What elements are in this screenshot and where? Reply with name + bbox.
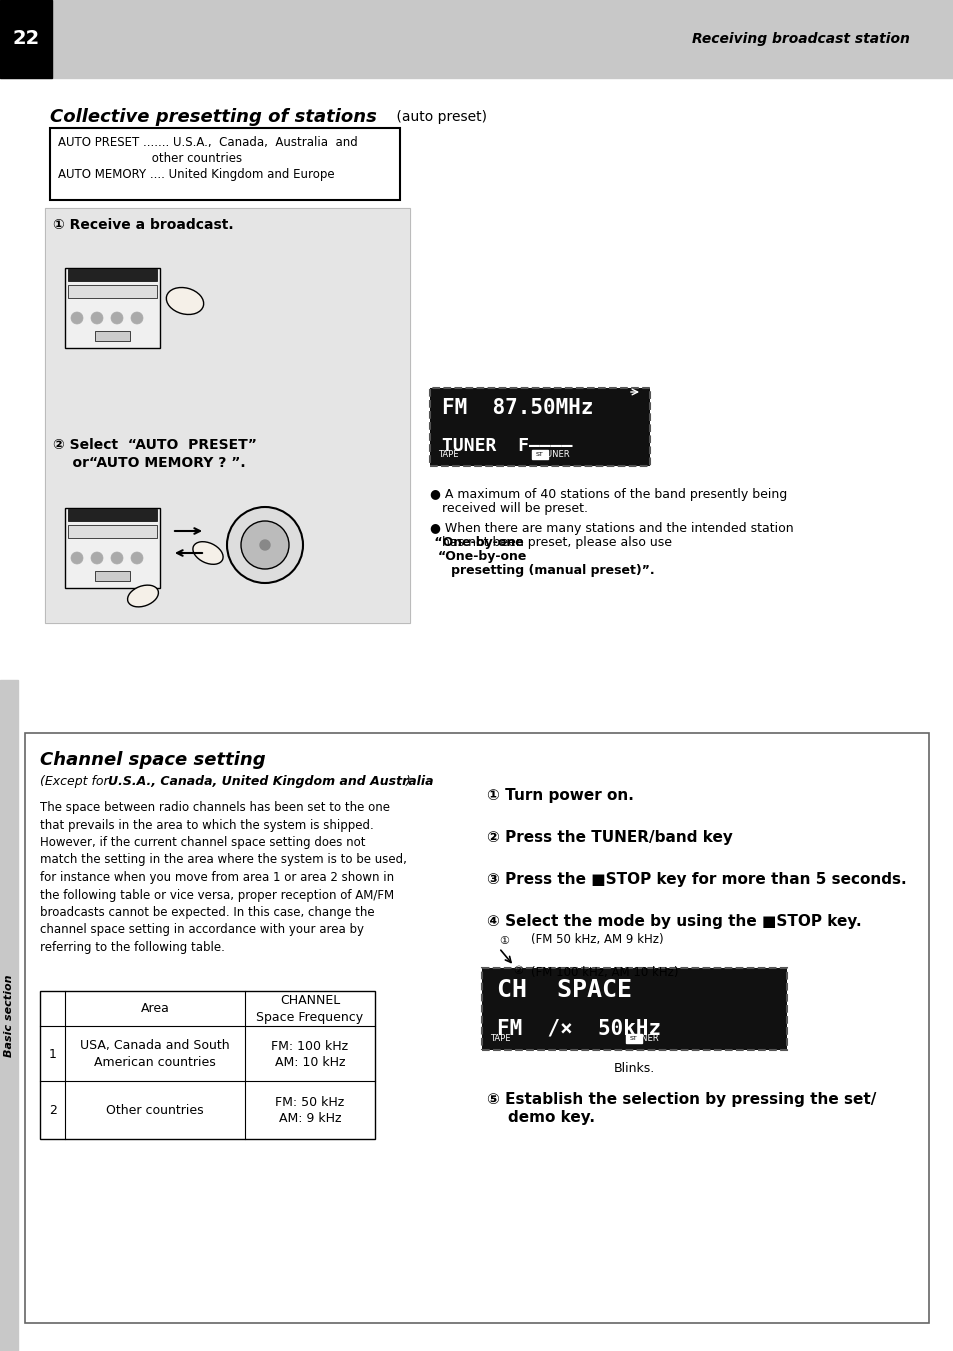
Text: ): ) <box>406 775 411 788</box>
Bar <box>0 0 52 78</box>
Bar <box>95 331 130 340</box>
Text: TAPE: TAPE <box>490 1034 510 1043</box>
Text: The space between radio channels has been set to the one
that prevails in the ar: The space between radio channels has bee… <box>40 801 406 954</box>
Text: Basic section: Basic section <box>4 975 14 1058</box>
Text: (FM 50 kHz, AM 9 kHz): (FM 50 kHz, AM 9 kHz) <box>531 934 663 946</box>
Circle shape <box>71 553 83 563</box>
Text: FM  87.50MHz: FM 87.50MHz <box>441 399 593 417</box>
Text: TUNER  F————: TUNER F———— <box>441 436 572 455</box>
Bar <box>45 208 410 623</box>
Text: TUNER: TUNER <box>629 1034 658 1043</box>
Text: AM: 10 kHz: AM: 10 kHz <box>274 1055 345 1069</box>
Bar <box>45 208 410 623</box>
Text: 22: 22 <box>12 30 40 49</box>
Text: FM: 100 kHz: FM: 100 kHz <box>272 1039 348 1052</box>
Text: American countries: American countries <box>94 1055 215 1069</box>
Text: Other countries: Other countries <box>106 1104 204 1116</box>
Bar <box>25 734 928 1323</box>
Text: CHANNEL: CHANNEL <box>279 994 340 1008</box>
Text: (auto preset): (auto preset) <box>392 109 486 124</box>
Bar <box>68 509 157 521</box>
Circle shape <box>111 553 123 563</box>
Circle shape <box>260 540 270 550</box>
Text: 2: 2 <box>49 1104 57 1116</box>
Text: Collective presetting of stations: Collective presetting of stations <box>50 108 376 126</box>
Text: TUNER: TUNER <box>540 450 569 459</box>
Text: ● A maximum of 40 stations of the band presently being: ● A maximum of 40 stations of the band p… <box>430 488 786 501</box>
Text: Blinks.: Blinks. <box>613 1062 654 1075</box>
Text: has not been preset, please also use: has not been preset, please also use <box>430 536 671 549</box>
Circle shape <box>91 312 103 324</box>
Text: demo key.: demo key. <box>486 1111 595 1125</box>
Text: or“AUTO MEMORY ? ”.: or“AUTO MEMORY ? ”. <box>53 457 245 470</box>
Circle shape <box>71 312 83 324</box>
Bar <box>50 128 399 200</box>
Text: AUTO PRESET ....... U.S.A.,  Canada,  Australia  and: AUTO PRESET ....... U.S.A., Canada, Aust… <box>58 136 357 149</box>
Bar <box>65 508 160 588</box>
Bar <box>65 267 160 349</box>
Bar <box>625 1034 641 1043</box>
Bar <box>0 680 18 1351</box>
Text: FM  /×  50kHz: FM /× 50kHz <box>497 1019 660 1038</box>
Text: ④ Select the mode by using the ■STOP key.: ④ Select the mode by using the ■STOP key… <box>486 915 861 929</box>
Circle shape <box>131 553 143 563</box>
Text: TAPE: TAPE <box>437 450 458 459</box>
Circle shape <box>131 312 143 324</box>
Text: ②: ② <box>513 966 522 975</box>
Text: ST: ST <box>630 1036 638 1042</box>
Bar <box>0 0 953 78</box>
Bar <box>95 571 130 581</box>
Text: CH  SPACE: CH SPACE <box>497 978 631 1002</box>
Text: ③ Press the ■STOP key for more than 5 seconds.: ③ Press the ■STOP key for more than 5 se… <box>486 871 905 888</box>
Circle shape <box>111 312 123 324</box>
Circle shape <box>91 553 103 563</box>
Text: ② Press the TUNER/band key: ② Press the TUNER/band key <box>486 830 732 844</box>
Text: USA, Canada and South: USA, Canada and South <box>80 1039 230 1052</box>
Bar <box>430 388 649 466</box>
Bar <box>68 526 157 538</box>
Text: other countries: other countries <box>58 153 242 165</box>
Circle shape <box>227 507 303 584</box>
Text: Receiving broadcast station: Receiving broadcast station <box>691 32 909 46</box>
Bar <box>481 969 786 1050</box>
Bar <box>68 285 157 299</box>
Text: ② Select  “AUTO  PRESET”: ② Select “AUTO PRESET” <box>53 438 256 453</box>
Text: (Except for: (Except for <box>40 775 112 788</box>
Bar <box>40 992 375 1139</box>
Bar <box>68 269 157 281</box>
Text: “One-by-one: “One-by-one <box>430 536 523 549</box>
Text: presetting (manual preset)”.: presetting (manual preset)”. <box>437 563 654 577</box>
Text: ● When there are many stations and the intended station: ● When there are many stations and the i… <box>430 521 793 535</box>
Text: received will be preset.: received will be preset. <box>430 503 587 515</box>
Text: ①: ① <box>498 936 509 946</box>
Bar <box>532 450 547 459</box>
Ellipse shape <box>128 585 158 607</box>
Circle shape <box>241 521 289 569</box>
Text: ⑤ Establish the selection by pressing the set/: ⑤ Establish the selection by pressing th… <box>486 1092 876 1106</box>
Text: 1: 1 <box>49 1047 57 1061</box>
Text: (FM 100 kHz, AM 10 kHz): (FM 100 kHz, AM 10 kHz) <box>531 966 678 979</box>
Ellipse shape <box>193 542 223 565</box>
Text: ① Receive a broadcast.: ① Receive a broadcast. <box>53 218 233 232</box>
Text: Area: Area <box>140 1002 170 1016</box>
Text: “One-by-one: “One-by-one <box>437 550 527 563</box>
Ellipse shape <box>166 288 203 315</box>
Text: FM: 50 kHz: FM: 50 kHz <box>275 1096 344 1109</box>
Text: Channel space setting: Channel space setting <box>40 751 265 769</box>
Text: ① Turn power on.: ① Turn power on. <box>486 788 633 802</box>
Text: AM: 9 kHz: AM: 9 kHz <box>278 1112 341 1124</box>
Text: ST: ST <box>536 453 543 458</box>
Text: AUTO MEMORY .... United Kingdom and Europe: AUTO MEMORY .... United Kingdom and Euro… <box>58 168 335 181</box>
Text: Space Frequency: Space Frequency <box>256 1011 363 1024</box>
Text: U.S.A., Canada, United Kingdom and Australia: U.S.A., Canada, United Kingdom and Austr… <box>108 775 433 788</box>
